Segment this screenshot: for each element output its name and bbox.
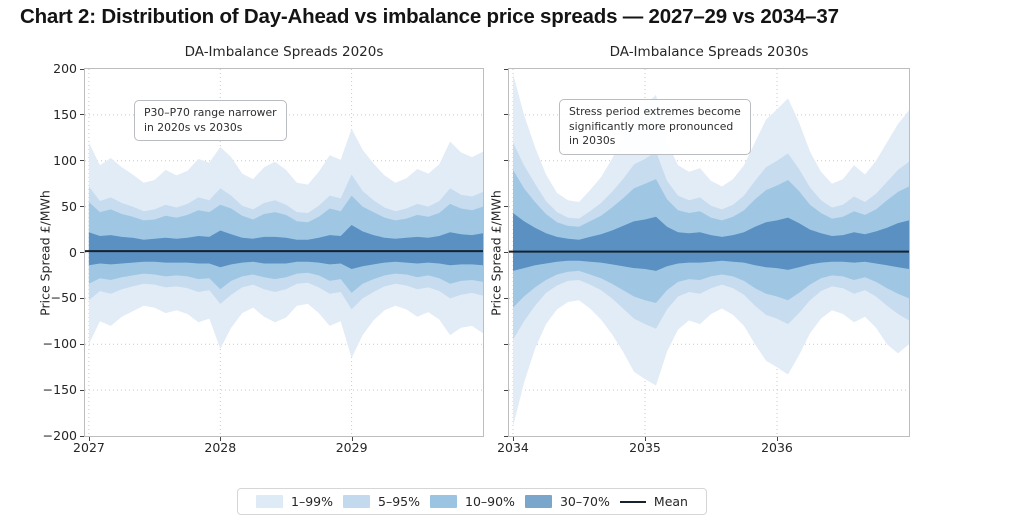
y-tick-label: 200 [53,61,77,76]
y-tick-mark [504,435,508,437]
legend-item-5-95: 5–95% [343,494,420,509]
annotation-2020s: P30–P70 range narrower in 2020s vs 2030s [134,100,287,142]
y-tick-mark [504,206,508,208]
fan-chart-2030s [509,69,909,436]
x-tick-mark [351,437,353,441]
legend-swatch-1-99 [256,495,283,508]
y-tick-label: −150 [42,382,77,398]
y-tick-label: −200 [42,428,77,443]
y-tick-mark [504,389,508,391]
y-tick-mark [80,68,84,70]
chart-title: Chart 2: Distribution of Day-Ahead vs im… [20,5,839,28]
subplot-title-2020s: DA-Imbalance Spreads 2020s [184,44,384,60]
y-tick-mark [504,297,508,299]
y-tick-label: 0 [69,244,77,260]
legend-swatch-10-90 [430,495,457,508]
legend-swatch-5-95 [343,495,370,508]
x-tick-mark [88,437,90,441]
legend-mean-line [619,500,646,503]
subplot-title-2030s: DA-Imbalance Spreads 2030s [609,44,809,60]
y-tick-mark [80,160,84,162]
y-tick-label: −100 [42,336,77,352]
y-tick-mark [80,252,84,253]
y-tick-mark [504,252,508,253]
y-tick-mark [504,68,508,70]
y-tick-mark [80,297,84,299]
legend-item-30-70: 30–70% [524,494,610,509]
fan-chart-2020s [85,69,483,436]
x-tick-label: 2036 [761,440,793,455]
y-tick-mark [80,389,84,391]
y-tick-mark [80,435,84,437]
y-tick-mark [80,114,84,116]
y-tick-mark [80,206,84,208]
x-tick-label: 2027 [73,440,105,455]
y-tick-mark [504,343,508,345]
legend-item-mean: Mean [619,494,688,509]
y-tick-label: 150 [53,106,77,122]
x-tick-label: 2034 [497,440,529,455]
y-tick-mark [504,114,508,116]
legend-item-1-99: 1–99% [256,494,333,509]
legend-item-10-90: 10–90% [430,494,515,509]
y-tick-mark [80,343,84,345]
x-tick-mark [645,437,646,441]
legend-swatch-30-70 [524,495,552,508]
x-tick-mark [513,437,514,441]
y-tick-label: 50 [61,198,77,214]
legend: 1–99% 5–95% 10–90% 30–70% Mean [237,488,707,515]
y-tick-label: −50 [50,290,77,306]
y-axis-label-right: Price Spread £/MWh [488,189,504,316]
fan-chart-panel-2020s: DA-Imbalance Spreads 2020s Price Spread … [38,44,484,455]
x-tick-label: 2035 [629,440,661,455]
fan-chart-panel-2030s: DA-Imbalance Spreads 2030s Price Spread … [489,44,910,455]
x-tick-mark [777,437,778,441]
x-tick-label: 2029 [335,440,368,455]
x-tick-mark [220,437,222,441]
x-tick-label: 2028 [204,440,237,455]
annotation-2030s: Stress period extremes become significan… [559,99,751,155]
y-tick-label: 100 [53,152,77,168]
y-tick-mark [504,160,508,162]
